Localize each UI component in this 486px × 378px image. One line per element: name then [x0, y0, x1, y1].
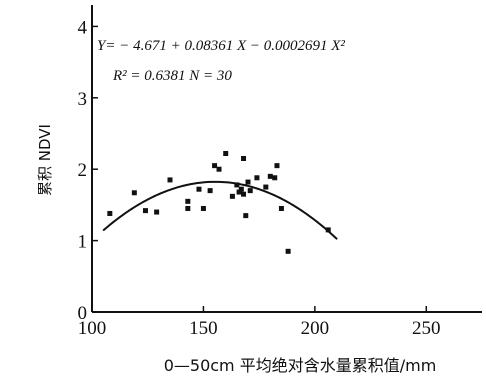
- axes: [91, 5, 482, 313]
- x-tick-label: 250: [412, 318, 441, 339]
- x-tick-label: 150: [189, 318, 218, 339]
- regression-layer: [102, 180, 338, 240]
- data-point: [243, 213, 249, 219]
- data-point: [229, 193, 235, 199]
- y-tick-label: 1: [78, 232, 88, 253]
- x-tick-label: 200: [301, 318, 330, 339]
- data-point: [236, 189, 242, 195]
- data-point: [254, 175, 260, 181]
- data-point: [267, 173, 273, 179]
- data-point: [131, 190, 137, 196]
- ticks: 100 150 200 250 0 1 2 3 4: [78, 17, 441, 339]
- data-point: [212, 163, 218, 169]
- data-point: [274, 163, 280, 169]
- data-point: [196, 186, 202, 192]
- data-point: [241, 191, 247, 197]
- data-point: [200, 205, 206, 211]
- regression-curve: [102, 180, 338, 240]
- data-point: [207, 188, 213, 194]
- y-tick-label: 0: [78, 303, 88, 324]
- data-point: [223, 151, 229, 157]
- data-point: [216, 166, 222, 172]
- data-point: [185, 205, 191, 211]
- x-axis-label: 0—50cm 平均绝对含水量累积值/mm: [164, 356, 437, 375]
- data-point: [185, 198, 191, 204]
- data-point: [272, 175, 278, 181]
- data-point: [142, 208, 148, 214]
- data-point: [107, 210, 113, 216]
- data-point: [278, 205, 284, 211]
- data-point: [263, 184, 269, 190]
- data-point: [238, 186, 244, 192]
- y-tick-label: 4: [78, 17, 88, 38]
- x-tick-label: 100: [78, 318, 107, 339]
- regression-equation: Y= − 4.671 + 0.08361 X − 0.0002691 X²: [97, 38, 345, 54]
- data-point: [154, 209, 160, 215]
- y-tick-label: 3: [78, 89, 88, 110]
- data-point: [245, 179, 251, 185]
- data-point: [247, 188, 253, 194]
- data-point: [167, 177, 173, 183]
- y-tick-label: 2: [78, 160, 88, 181]
- data-point: [234, 182, 240, 188]
- data-point: [241, 156, 247, 161]
- points: [107, 151, 331, 254]
- data-point: [285, 248, 291, 254]
- y-axis-label: 累积 NDVI: [36, 124, 54, 196]
- regression-stats: R² = 0.6381 N = 30: [112, 68, 232, 84]
- data-point: [325, 227, 331, 233]
